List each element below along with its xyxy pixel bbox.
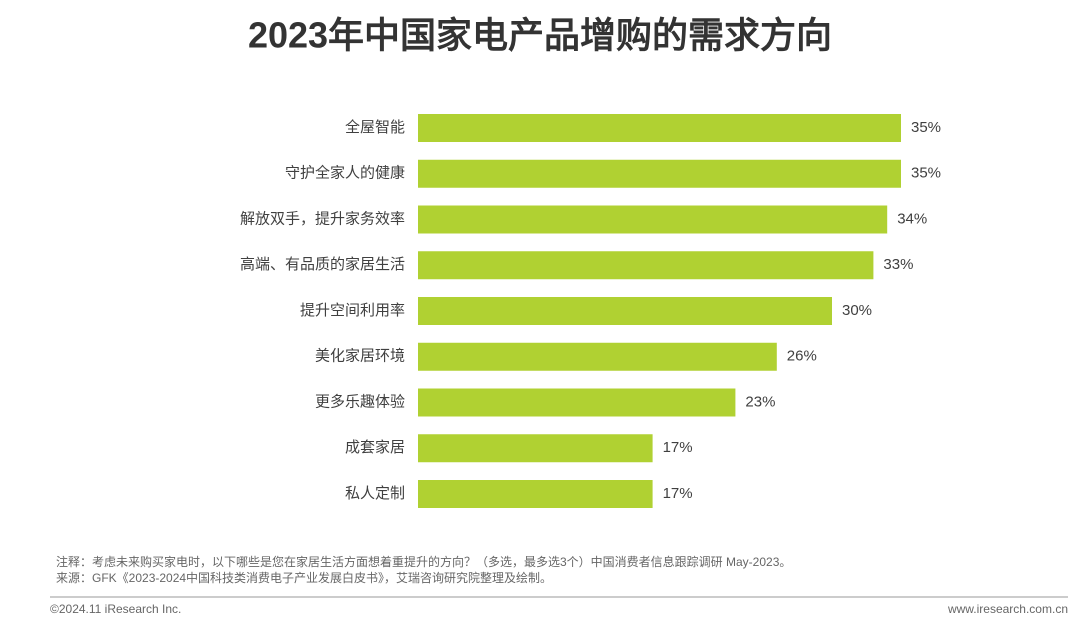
- category-label: 提升空间利用率: [300, 302, 405, 319]
- footnote: 来源：GFK《2023-2024中国科技类消费电子产业发展白皮书》，艾瑞咨询研究…: [56, 570, 552, 585]
- category-label: 美化家居环境: [315, 347, 405, 365]
- value-label: 17%: [663, 485, 693, 502]
- copyright: ©2024.11 iResearch Inc.: [50, 602, 181, 616]
- category-label: 成套家居: [345, 439, 405, 456]
- value-label: 35%: [911, 165, 941, 182]
- category-label: 更多乐趣体验: [315, 393, 405, 410]
- value-label: 34%: [897, 210, 927, 227]
- bar: [418, 251, 874, 280]
- bar: [418, 159, 901, 188]
- value-label: 17%: [663, 439, 693, 456]
- bar: [418, 388, 736, 417]
- value-label: 30%: [842, 302, 872, 319]
- bar: [418, 114, 901, 142]
- category-label: 全屋智能: [345, 118, 405, 136]
- bar: [418, 205, 888, 234]
- bar: [418, 297, 832, 325]
- value-label: 26%: [787, 348, 817, 365]
- bar: [418, 342, 777, 371]
- value-label: 33%: [883, 256, 913, 273]
- value-label: 23%: [745, 393, 775, 410]
- bar: [418, 434, 653, 463]
- category-label: 解放双手，提升家务效率: [240, 210, 405, 227]
- bar: [418, 480, 653, 508]
- category-label: 高端、有品质的家居生活: [240, 256, 405, 273]
- footnote: 注释：考虑未来购买家电时，以下哪些是您在家居生活方面想着重提升的方向？（多选，最…: [56, 554, 791, 569]
- chart-title: 2023年中国家电产品增购的需求方向: [248, 15, 832, 56]
- category-label: 私人定制: [345, 485, 405, 502]
- website: www.iresearch.com.cn: [947, 602, 1068, 616]
- value-label: 35%: [911, 119, 941, 136]
- category-label: 守护全家人的健康: [285, 164, 405, 182]
